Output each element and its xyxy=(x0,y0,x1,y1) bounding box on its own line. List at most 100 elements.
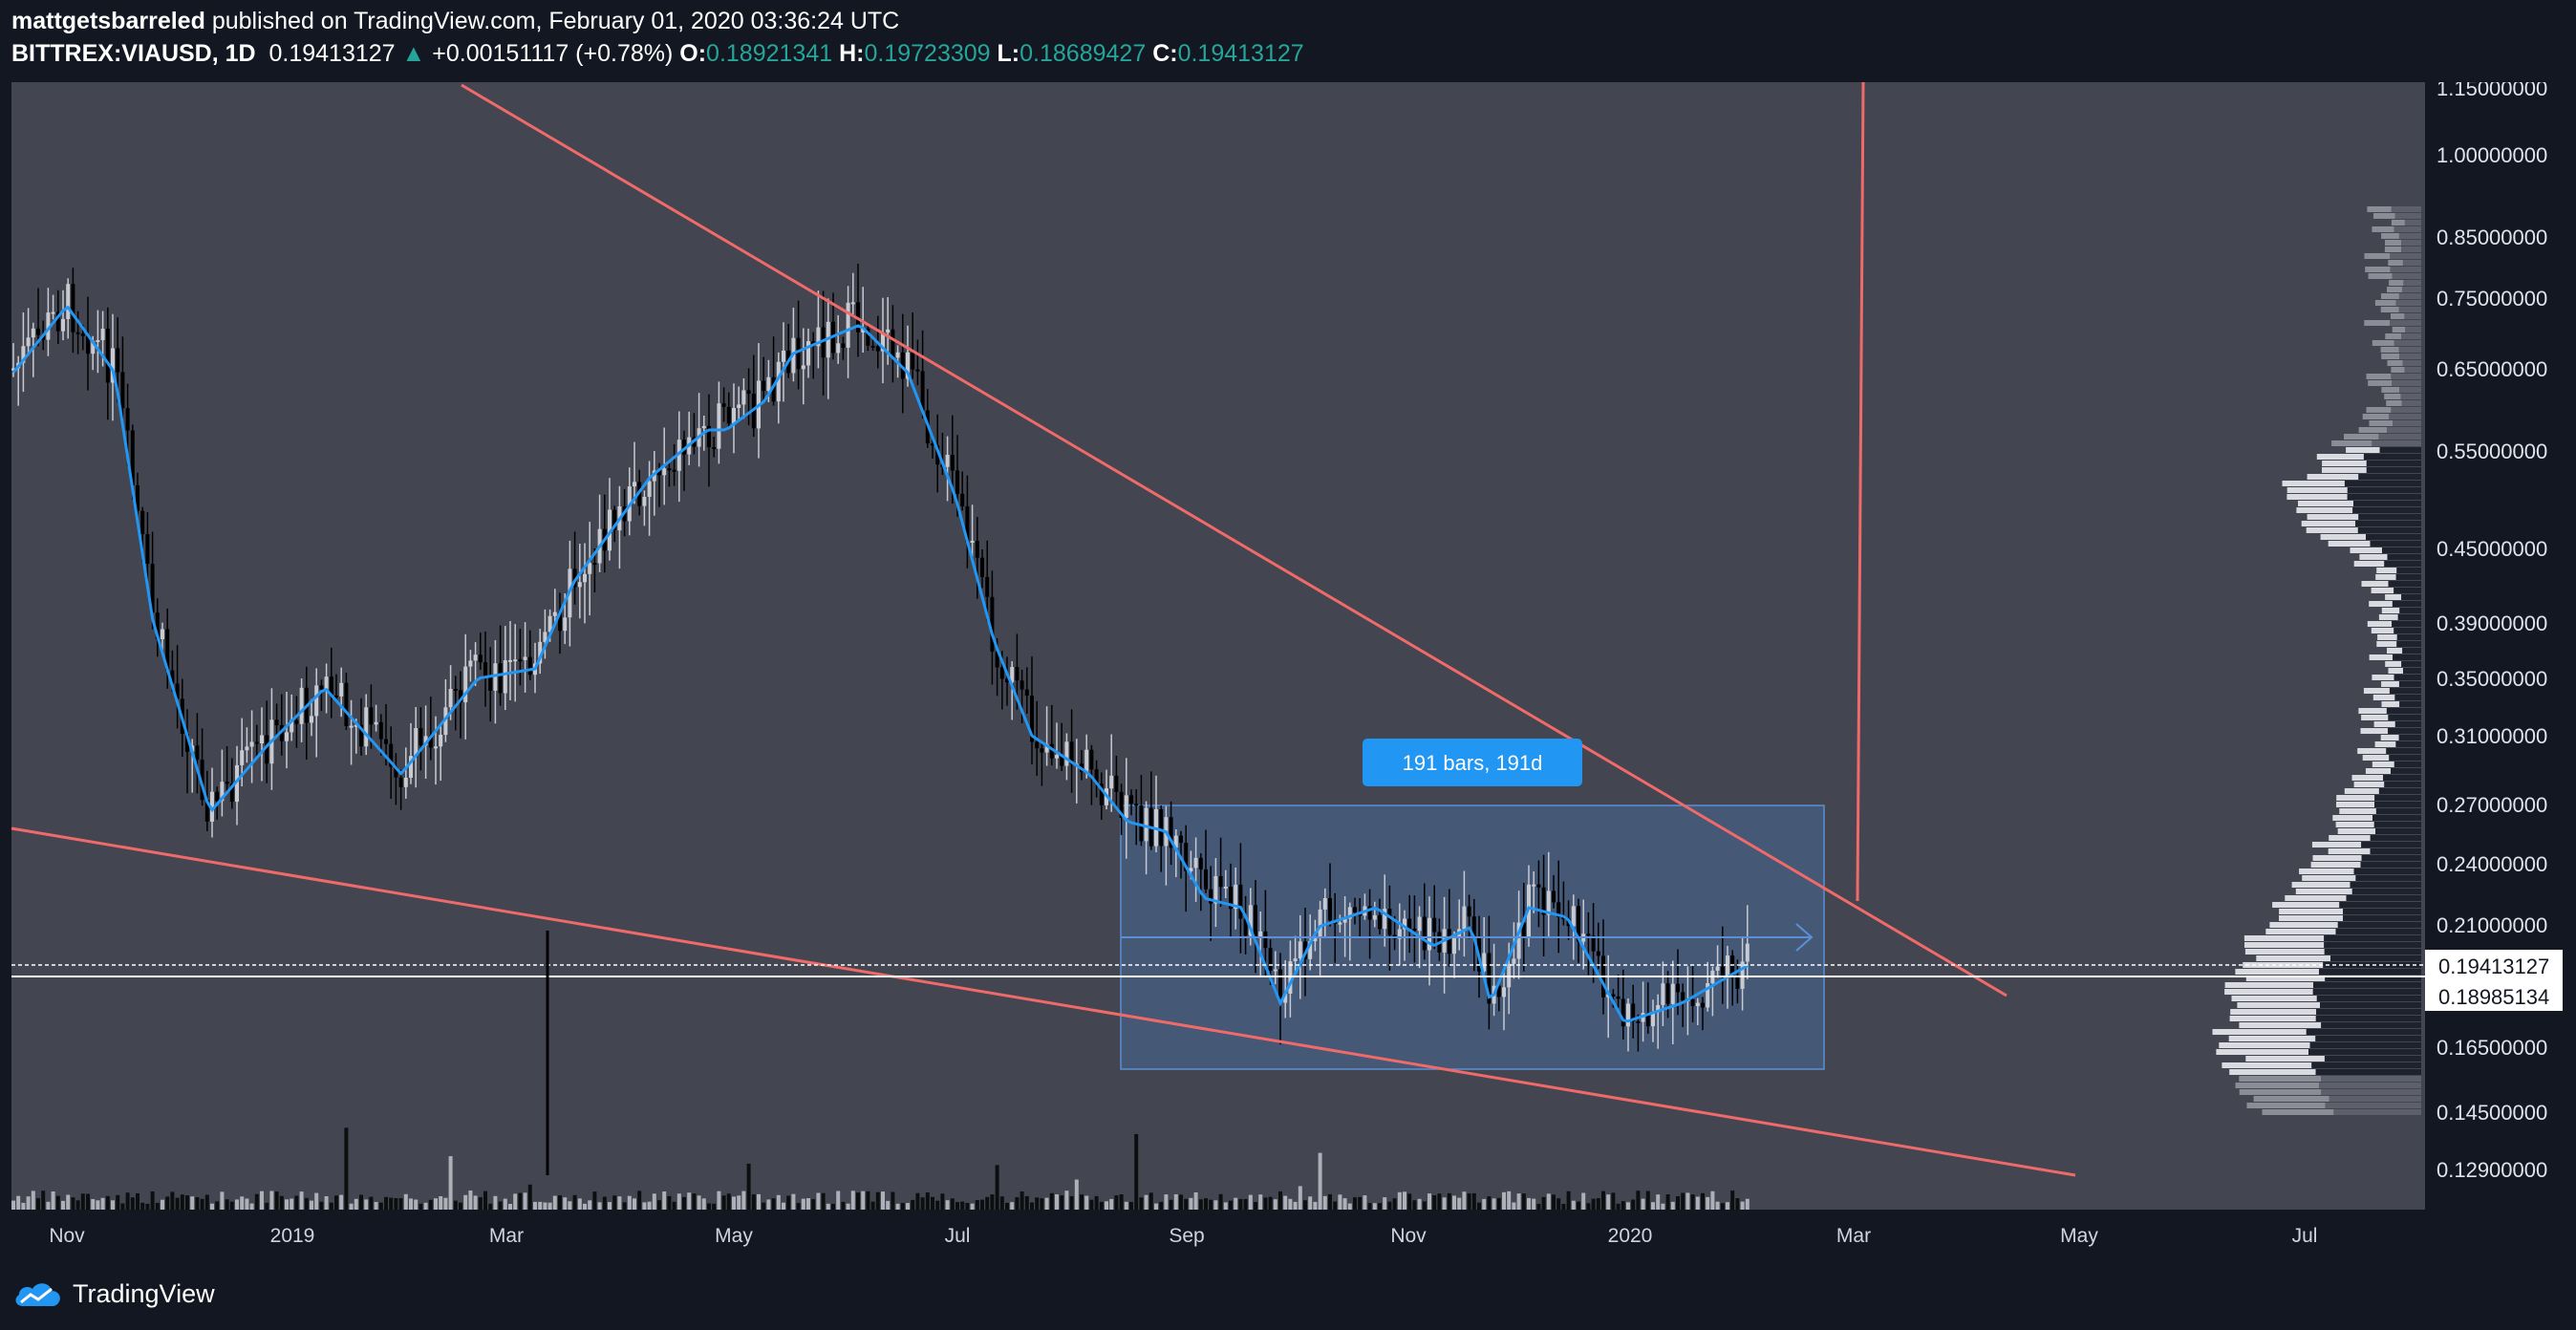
upper-trendline[interactable] xyxy=(461,83,2007,998)
volume-profile-down xyxy=(2378,434,2421,440)
volume-bar xyxy=(16,1195,21,1210)
lower-trendline[interactable] xyxy=(11,826,2076,1177)
candle-body xyxy=(1258,931,1263,939)
vertical-line[interactable] xyxy=(1856,82,1865,902)
candle-body xyxy=(1378,914,1382,930)
volume-profile-up xyxy=(2365,267,2391,272)
volume-bar xyxy=(1109,1198,1114,1210)
volume-bar xyxy=(1706,1196,1710,1210)
candle-body xyxy=(1521,922,1526,937)
volume-profile-up xyxy=(2381,701,2400,707)
chart-area[interactable]: 191 bars, 191d 1.15000000 1.00000000 0.850… xyxy=(0,82,2576,1259)
footer: TradingView xyxy=(0,1259,2576,1330)
time-axis[interactable]: Nov 2019 Mar May Jul Sep Nov 2020 Mar May Jul xyxy=(49,1225,2317,1247)
high-value: 0.19723309 xyxy=(864,40,991,67)
candle-body xyxy=(1536,884,1541,888)
candle-body xyxy=(374,721,378,725)
volume-profile-up xyxy=(2380,347,2399,353)
volume-profile-down xyxy=(2319,969,2421,975)
candle-body xyxy=(225,782,229,784)
volume-bar xyxy=(1641,1198,1645,1210)
volume-profile-up xyxy=(2387,360,2403,366)
volume-profile-down xyxy=(2343,909,2421,914)
volume-bar xyxy=(875,1191,880,1210)
candle-body xyxy=(547,615,552,633)
time-axis-label: Jul xyxy=(2292,1225,2318,1247)
volume-bar xyxy=(1055,1194,1059,1210)
volume-bar xyxy=(1184,1198,1189,1210)
volume-profile-down xyxy=(2404,220,2421,225)
candle-body xyxy=(488,676,493,691)
volume-profile-down xyxy=(2373,822,2421,827)
volume-profile-up xyxy=(2384,247,2402,252)
chart-header: mattgetsbarreled published on TradingVie… xyxy=(0,0,2576,82)
volume-bar xyxy=(285,1199,289,1210)
volume-bar xyxy=(717,1191,721,1210)
volume-bar xyxy=(1665,1194,1670,1210)
volume-profile-down xyxy=(2325,1103,2421,1108)
volume-profile xyxy=(2212,206,2421,1115)
candle-body xyxy=(493,663,498,691)
candle-body xyxy=(96,340,100,342)
candle-body xyxy=(850,302,855,305)
author-name[interactable]: mattgetsbarreled xyxy=(11,8,205,34)
volume-bar xyxy=(116,1194,120,1210)
volume-profile-down xyxy=(2391,768,2421,774)
volume-profile-up xyxy=(2369,601,2393,607)
candle-body xyxy=(354,724,358,727)
candle-body xyxy=(1482,953,1487,972)
candle-body xyxy=(771,376,776,402)
volume-bar xyxy=(488,1203,493,1210)
volume-bar xyxy=(906,1203,910,1210)
candle-body xyxy=(1487,953,1492,1004)
candle-body xyxy=(100,329,105,340)
volume-profile-up xyxy=(2385,661,2402,667)
volume-bar xyxy=(1422,1201,1427,1210)
candle-body xyxy=(155,612,160,639)
candle-body xyxy=(86,335,90,354)
price-axis-label: 0.31000000 xyxy=(2436,724,2547,748)
price-axis[interactable]: 1.15000000 1.00000000 0.85000000 0.75000000… xyxy=(2436,82,2547,1182)
candle-body xyxy=(1626,1003,1630,1027)
volume-bar xyxy=(1124,1201,1128,1210)
volume-bar xyxy=(583,1203,587,1210)
brand-logo[interactable]: TradingView xyxy=(13,1275,215,1313)
volume-profile-up xyxy=(2368,380,2393,386)
volume-bar xyxy=(1631,1199,1636,1210)
volume-bar xyxy=(970,1203,975,1210)
symbol-name[interactable]: BITTREX:VIAUSD, 1D xyxy=(11,40,256,67)
volume-bar xyxy=(1049,1192,1054,1210)
volume-profile-up xyxy=(2388,260,2403,266)
volume-bar xyxy=(1258,1194,1263,1210)
volume-bar xyxy=(1129,1201,1133,1210)
candle-body xyxy=(1099,783,1104,805)
volume-bar xyxy=(1397,1191,1402,1210)
candle-body xyxy=(732,408,736,424)
volume-profile-down xyxy=(2396,568,2421,573)
candle-body xyxy=(1428,917,1431,951)
candle-body xyxy=(1651,1012,1655,1027)
price-axis-label: 0.35000000 xyxy=(2436,667,2547,691)
candle-body xyxy=(299,687,304,724)
price-axis-label: 0.75000000 xyxy=(2436,287,2547,311)
volume-bar xyxy=(1457,1197,1462,1210)
volume-profile-down xyxy=(2386,708,2421,714)
candle-body xyxy=(1695,1002,1700,1006)
candle-body xyxy=(1541,887,1546,915)
volume-profile-up xyxy=(2265,929,2336,934)
low-label: L: xyxy=(997,40,1020,67)
volume-bar xyxy=(1432,1195,1437,1210)
volume-bar xyxy=(721,1195,726,1210)
volume-bar xyxy=(26,1196,31,1210)
volume-bar xyxy=(597,1202,602,1210)
candle-body xyxy=(105,329,110,383)
volume-bar xyxy=(180,1194,184,1210)
candle-body xyxy=(1706,983,1710,1008)
volume-bar xyxy=(538,1201,543,1210)
volume-bar xyxy=(1606,1194,1611,1210)
volume-bar xyxy=(1507,1191,1512,1210)
volume-profile-down xyxy=(2383,775,2421,781)
volume-bar xyxy=(175,1197,180,1210)
volume-bar xyxy=(647,1201,652,1210)
candle-body xyxy=(46,312,51,340)
